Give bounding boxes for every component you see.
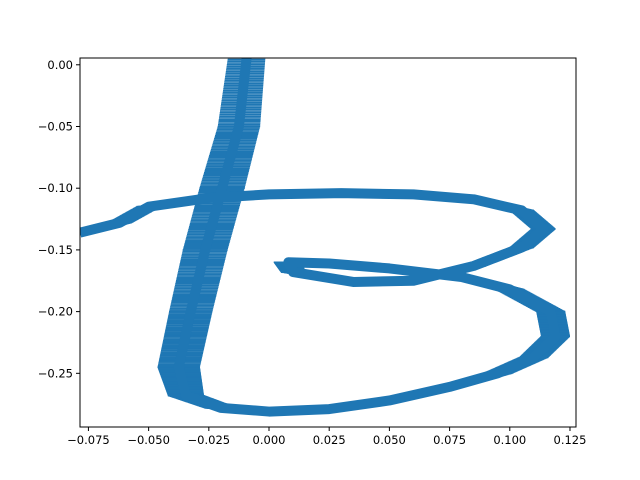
x-tick-label: 0.100 bbox=[493, 433, 526, 447]
x-tick-label: −0.025 bbox=[188, 433, 231, 447]
y-tick-label: −0.25 bbox=[38, 366, 73, 380]
x-tick-label: −0.075 bbox=[67, 433, 110, 447]
y-axis: 0.00 −0.05 −0.10 −0.15 −0.20 −0.25 bbox=[38, 58, 80, 380]
plot-frame bbox=[79, 57, 577, 428]
x-tick-label: 0.125 bbox=[554, 433, 587, 447]
y-tick-label: −0.10 bbox=[38, 181, 73, 195]
y-tick-label: 0.00 bbox=[47, 58, 73, 72]
y-tick-label: −0.20 bbox=[38, 305, 73, 319]
x-axis: −0.075 −0.050 −0.025 0.000 0.025 0.050 0.075 0.… bbox=[67, 427, 586, 447]
x-tick-label: 0.025 bbox=[313, 433, 346, 447]
x-tick-label: 0.000 bbox=[253, 433, 286, 447]
x-tick-label: −0.050 bbox=[127, 433, 170, 447]
x-tick-label: 0.050 bbox=[373, 433, 406, 447]
y-tick-label: −0.15 bbox=[38, 243, 73, 257]
plot-marks bbox=[80, 58, 570, 417]
band-core bbox=[80, 58, 561, 417]
y-tick-label: −0.05 bbox=[38, 119, 73, 133]
x-tick-label: 0.075 bbox=[433, 433, 466, 447]
